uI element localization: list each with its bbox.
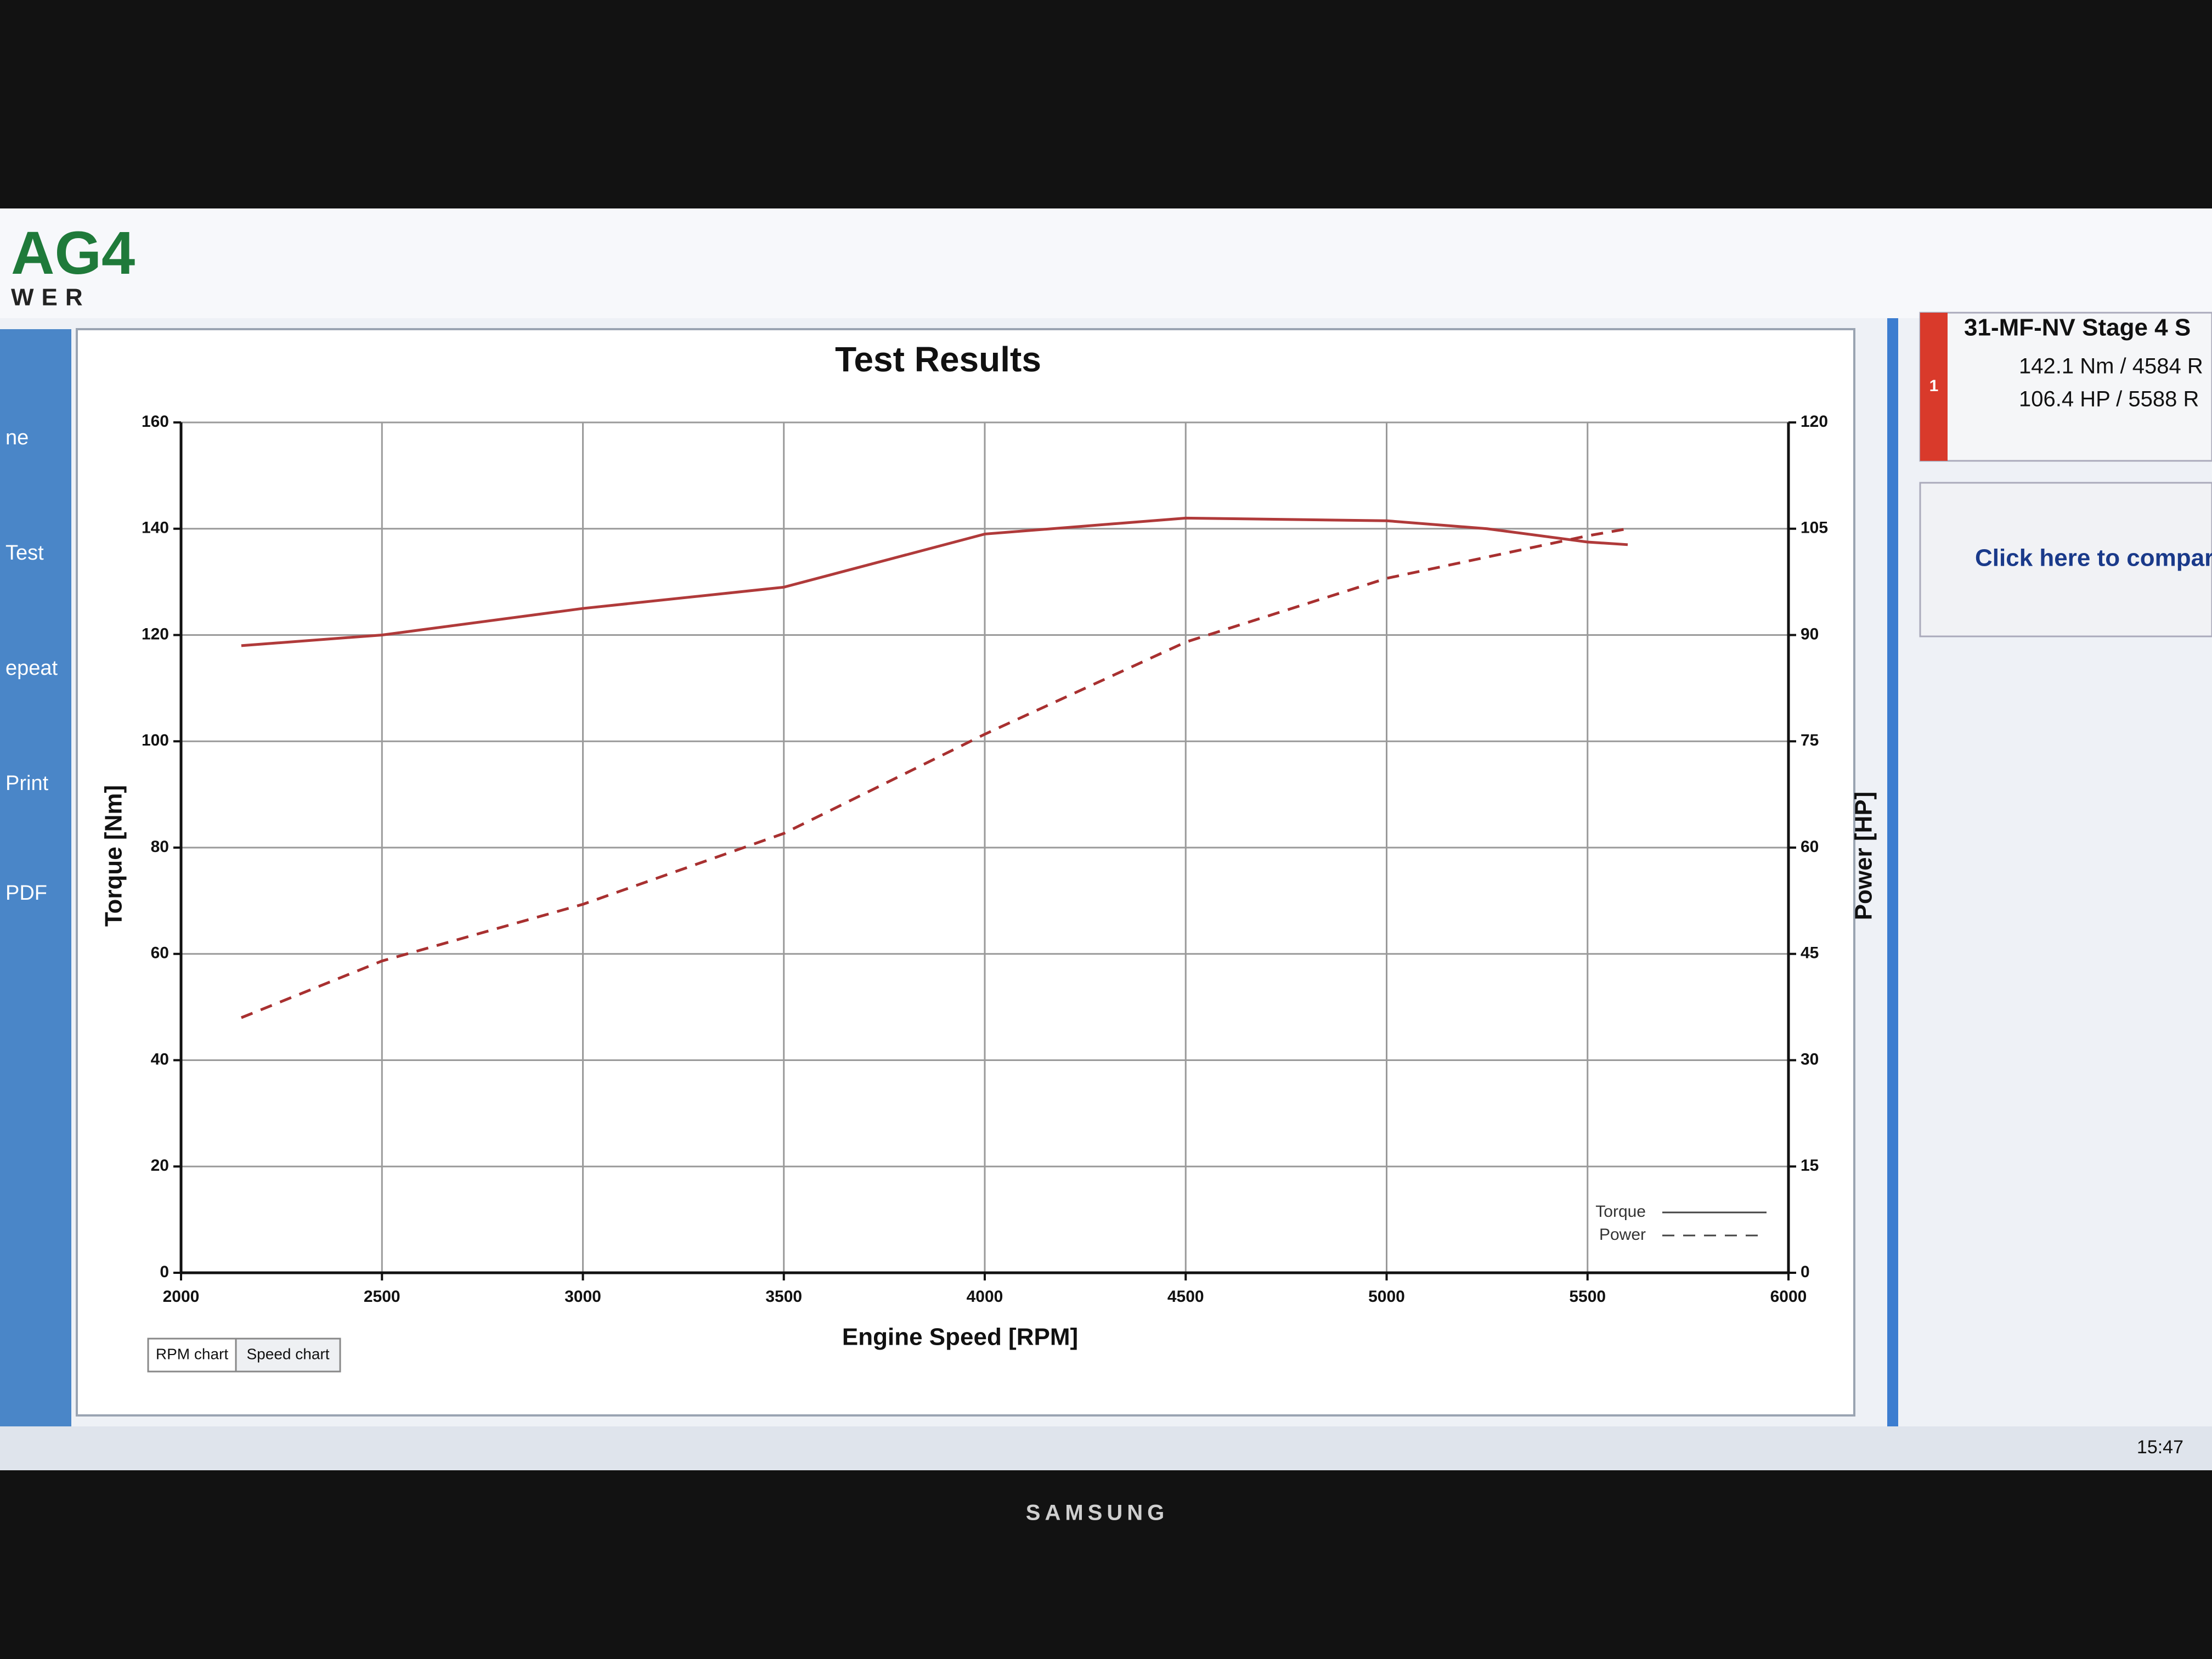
sidebar-item[interactable]: epeat [5, 657, 58, 680]
result-torque: 142.1 Nm / 4584 R [2019, 354, 2203, 379]
y2-tick-label: 60 [1801, 838, 1819, 856]
logo-sub: WER [11, 284, 91, 311]
y2-tick-label: 15 [1801, 1156, 1819, 1175]
y-tick-label: 140 [142, 519, 169, 537]
y-tick-label: 100 [142, 731, 169, 749]
brand: SAMSUNG [1026, 1501, 1169, 1525]
series-line [240, 527, 1628, 1019]
result-index: 1 [1929, 377, 1939, 395]
result-power: 106.4 HP / 5588 R [2019, 387, 2199, 411]
legend-label: Power [1599, 1226, 1646, 1244]
sidebar-item[interactable]: Test [5, 541, 44, 565]
sidebar-item[interactable]: PDF [5, 882, 47, 905]
y2-axis-label: Power [HP] [1850, 792, 1877, 921]
legend-label: Torque [1595, 1203, 1646, 1221]
chart-title: Test Results [835, 340, 1041, 379]
y-tick-label: 20 [151, 1156, 169, 1175]
y-tick-label: 60 [151, 944, 169, 962]
y2-tick-label: 120 [1801, 413, 1828, 431]
y2-tick-label: 0 [1801, 1263, 1810, 1281]
header [0, 208, 2212, 318]
y2-tick-label: 75 [1801, 731, 1819, 749]
y-tick-label: 0 [160, 1263, 169, 1281]
tab-label[interactable]: Speed chart [247, 1345, 330, 1362]
x-tick-label: 2500 [364, 1288, 400, 1306]
compare-link[interactable]: Click here to compar [1975, 545, 2212, 572]
y-axis-label: Torque [Nm] [100, 785, 127, 927]
x-axis-label: Engine Speed [RPM] [842, 1324, 1078, 1351]
y2-tick-label: 105 [1801, 519, 1828, 537]
result-strip [1920, 313, 1948, 461]
tab-label[interactable]: RPM chart [156, 1345, 228, 1362]
y2-tick-label: 90 [1801, 625, 1819, 643]
sidebar-item[interactable]: ne [5, 426, 29, 449]
x-tick-label: 4500 [1167, 1288, 1204, 1306]
sidebar-item[interactable]: Print [5, 772, 49, 795]
logo: AG4 [11, 219, 135, 287]
x-tick-label: 6000 [1770, 1288, 1807, 1306]
x-tick-label: 2000 [163, 1288, 200, 1306]
clock: 15:47 [2137, 1437, 2183, 1458]
y2-tick-label: 45 [1801, 944, 1819, 962]
taskbar [0, 1426, 2212, 1470]
x-tick-label: 5500 [1569, 1288, 1606, 1306]
x-tick-label: 4000 [967, 1288, 1003, 1306]
x-tick-label: 3500 [765, 1288, 802, 1306]
y-tick-label: 160 [142, 413, 169, 431]
series-line [241, 516, 1628, 647]
result-card[interactable] [1919, 312, 2212, 462]
tab[interactable] [235, 1338, 341, 1373]
sidebar [0, 329, 71, 1426]
splitter [1887, 318, 1898, 1437]
x-tick-label: 3000 [565, 1288, 601, 1306]
y-tick-label: 120 [142, 625, 169, 643]
y-tick-label: 80 [151, 838, 169, 856]
x-tick-label: 5000 [1368, 1288, 1405, 1306]
y-tick-label: 40 [151, 1050, 169, 1068]
chart-panel [76, 328, 1855, 1417]
compare-box[interactable] [1919, 482, 2212, 637]
result-title: 31-MF-NV Stage 4 S [1964, 314, 2191, 341]
y2-tick-label: 30 [1801, 1050, 1819, 1068]
